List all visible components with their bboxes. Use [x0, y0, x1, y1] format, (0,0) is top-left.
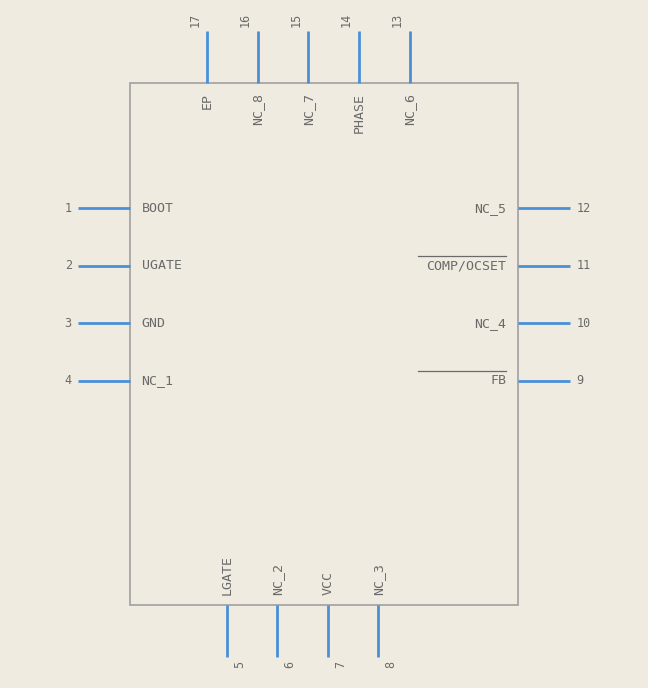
Text: NC_3: NC_3 — [372, 563, 385, 595]
Text: PHASE: PHASE — [353, 93, 365, 133]
Text: 12: 12 — [576, 202, 590, 215]
Text: VCC: VCC — [321, 572, 334, 595]
Text: 1: 1 — [65, 202, 72, 215]
Text: 3: 3 — [65, 316, 72, 330]
Text: 16: 16 — [239, 12, 252, 27]
Text: 13: 13 — [391, 12, 404, 27]
Text: 2: 2 — [65, 259, 72, 272]
Text: 4: 4 — [65, 374, 72, 387]
Text: NC_1: NC_1 — [142, 374, 174, 387]
Text: NC_6: NC_6 — [403, 93, 416, 125]
Text: NC_2: NC_2 — [271, 563, 284, 595]
Text: FB: FB — [491, 374, 506, 387]
Text: NC_7: NC_7 — [302, 93, 315, 125]
Text: COMP/OCSET: COMP/OCSET — [426, 259, 506, 272]
Text: BOOT: BOOT — [142, 202, 174, 215]
Text: 6: 6 — [283, 661, 296, 669]
Text: 14: 14 — [340, 12, 353, 27]
Text: NC_5: NC_5 — [474, 202, 506, 215]
Text: 11: 11 — [576, 259, 590, 272]
Text: 10: 10 — [576, 316, 590, 330]
Text: GND: GND — [142, 316, 166, 330]
Text: LGATE: LGATE — [220, 555, 233, 595]
Text: 17: 17 — [189, 12, 202, 27]
Text: 8: 8 — [384, 661, 397, 669]
Text: 7: 7 — [334, 661, 347, 669]
Bar — [130, 83, 518, 605]
Text: 5: 5 — [233, 661, 246, 669]
Text: UGATE: UGATE — [142, 259, 181, 272]
Text: 15: 15 — [290, 12, 303, 27]
Text: 9: 9 — [576, 374, 583, 387]
Text: NC_4: NC_4 — [474, 316, 506, 330]
Text: EP: EP — [201, 93, 214, 109]
Text: NC_8: NC_8 — [251, 93, 264, 125]
